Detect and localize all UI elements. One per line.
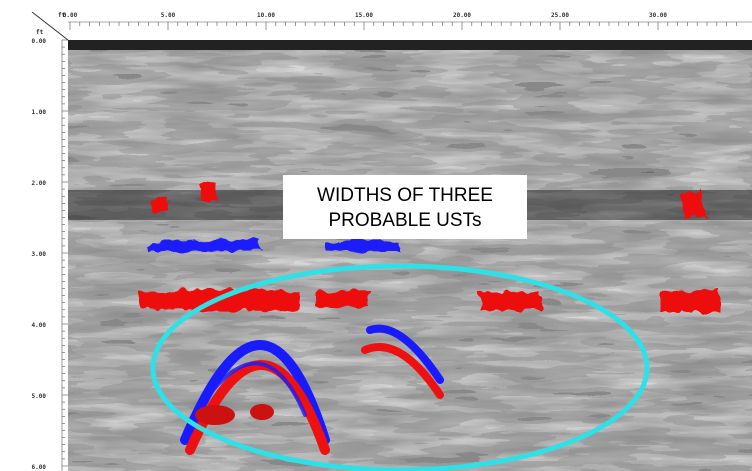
annotation-line: PROBABLE USTs: [328, 210, 481, 231]
y-tick-label: 0.00: [32, 38, 47, 45]
y-tick-label: 1.00: [32, 109, 47, 116]
hyperbola-blue: [366, 324, 444, 384]
y-tick-label: 3.00: [32, 251, 47, 258]
y-tick-label: 5.00: [32, 393, 47, 400]
ticks: 0.00 5.00 10.00 15.00 20.00 25.00 30.00 0.00 1.0…: [32, 12, 737, 471]
red-blob: [250, 404, 274, 420]
red-reflection: [680, 188, 705, 220]
annotation-box: [283, 175, 527, 239]
red-reflection: [480, 292, 540, 310]
y-tick-label: 4.00: [32, 322, 47, 329]
x-tick-label: 10.00: [257, 12, 275, 19]
x-tick-label: 15.00: [355, 12, 373, 19]
y-tick-label: 2.00: [32, 180, 47, 187]
annotation-line: WIDTHS OF THREE: [317, 185, 493, 206]
corner-diagonal: [31, 11, 69, 41]
red-reflection: [150, 195, 168, 212]
blue-reflection: [325, 239, 400, 252]
hyperbola-red: [361, 343, 444, 399]
surface-band: [68, 40, 752, 50]
highlight-ellipse: [150, 263, 650, 471]
top-margin: [0, 0, 752, 40]
x-unit: ft: [58, 12, 66, 19]
x-tick-label: 30.00: [649, 12, 667, 19]
red-reflection: [315, 290, 370, 308]
red-reflection: [660, 290, 720, 312]
radargram: [68, 40, 752, 471]
red-blob: [195, 405, 235, 425]
x-tick-label: 0.00: [63, 12, 78, 19]
blue-reflection: [145, 238, 262, 252]
y-tick-label: 6.00: [32, 464, 47, 471]
x-tick-label: 20.00: [453, 12, 471, 19]
y-unit: ft: [36, 29, 44, 36]
x-tick-label: 5.00: [161, 12, 176, 19]
x-tick-label: 25.00: [551, 12, 569, 19]
left-margin: [0, 0, 68, 471]
red-reflection: [200, 182, 218, 202]
hyperbola-blue: [203, 361, 307, 417]
